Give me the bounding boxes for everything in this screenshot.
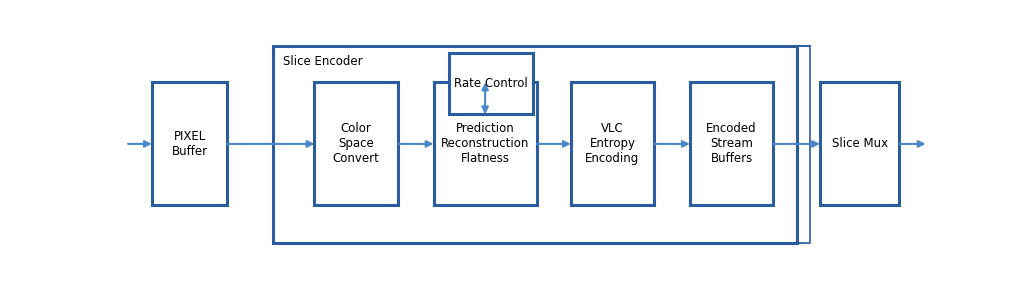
Text: Slice Mux: Slice Mux [831,137,888,150]
Text: PIXEL
Buffer: PIXEL Buffer [171,130,208,158]
Bar [280,46,804,243]
Bar [570,82,654,205]
Bar [820,82,899,205]
Bar [152,82,227,205]
Text: Rate Control: Rate Control [455,77,528,90]
Bar [433,82,537,205]
Bar [273,46,797,243]
Text: Encoded
Stream
Buffers: Encoded Stream Buffers [707,123,757,165]
Bar [690,82,773,205]
Bar [286,46,810,243]
Text: Slice Encoder: Slice Encoder [283,55,362,68]
Bar [314,82,397,205]
Text: Color
Space
Convert: Color Space Convert [333,123,380,165]
Text: Prediction
Reconstruction
Flatness: Prediction Reconstruction Flatness [441,123,529,165]
Text: VLC
Entropy
Encoding: VLC Entropy Encoding [586,123,640,165]
Bar [450,53,532,114]
